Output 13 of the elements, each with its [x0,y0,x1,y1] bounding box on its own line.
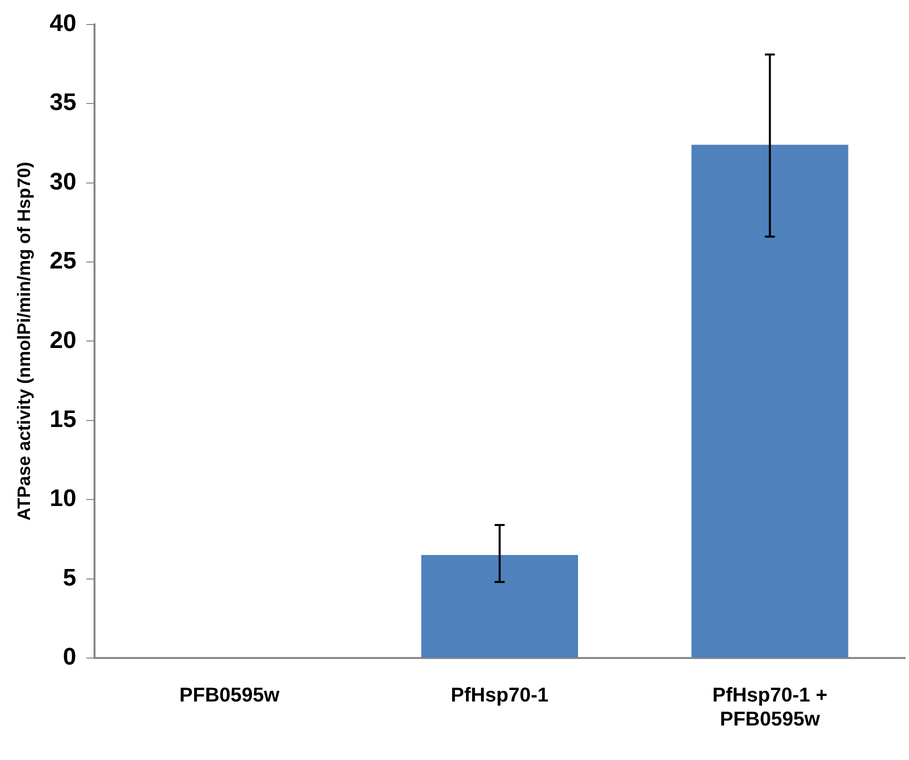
y-tick-label: 0 [62,644,76,671]
x-tick-label: PfHsp70-1 [450,684,549,707]
y-tick-label: 35 [50,89,76,116]
y-tick-label: 10 [50,485,76,512]
y-tick-label: 40 [50,10,76,38]
y-axis-title: ATPase activity (nmolPi/min/mg of Hsp70) [14,162,34,521]
y-tick-label: 5 [62,564,76,592]
y-tick-label: 30 [50,168,76,196]
y-tick-label: 25 [50,248,76,275]
x-tick-label: PfHsp70-1 + PFB0595w [712,684,828,731]
y-tick-label: 15 [50,406,76,434]
x-tick-label: PFB0595w [179,684,280,707]
y-tick-label: 20 [50,326,76,354]
